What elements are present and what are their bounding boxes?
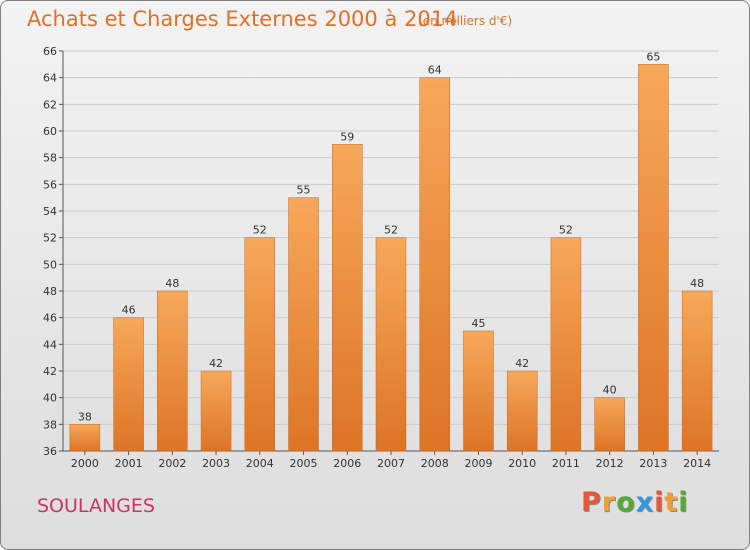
- bar-2002: [157, 290, 188, 452]
- bar-2008: [419, 77, 450, 452]
- value-label-2011: 52: [559, 224, 573, 237]
- x-tick-label-2010: 2010: [508, 457, 536, 470]
- value-label-2003: 42: [209, 357, 223, 370]
- bar-2003: [200, 370, 232, 452]
- bar-2001: [113, 317, 144, 452]
- commune-name: SOULANGES: [37, 495, 155, 517]
- y-tick-label: 40: [43, 392, 57, 405]
- logo-letter: i: [654, 487, 665, 518]
- x-tick-label-2013: 2013: [639, 457, 667, 470]
- x-tick-label-2001: 2001: [115, 457, 143, 470]
- chart-unit: (en milliers d'€): [418, 14, 513, 28]
- value-label-2010: 42: [515, 357, 529, 370]
- bars: [69, 64, 713, 452]
- bar-2010: [506, 370, 538, 452]
- y-tick-label: 46: [43, 312, 57, 325]
- value-label-2007: 52: [384, 224, 398, 237]
- x-tick-label-2000: 2000: [71, 457, 99, 470]
- logo-letter: r: [601, 487, 617, 518]
- x-tick-label-2009: 2009: [464, 457, 492, 470]
- x-tick-label-2012: 2012: [596, 457, 624, 470]
- logo-letter: x: [635, 487, 655, 518]
- x-tick-label-2008: 2008: [421, 457, 449, 470]
- y-tick-label: 66: [43, 45, 57, 58]
- proxiti-logo[interactable]: Proxiti: [581, 487, 689, 518]
- y-tick-label: 48: [43, 285, 57, 298]
- logo-letter: i: [678, 487, 689, 518]
- value-label-2009: 45: [471, 317, 485, 330]
- x-tick-label-2004: 2004: [246, 457, 274, 470]
- bar-2006: [332, 144, 363, 452]
- value-label-2012: 40: [603, 384, 617, 397]
- x-tick-label-2011: 2011: [552, 457, 580, 470]
- bar-2009: [463, 330, 494, 452]
- bar-2013: [638, 64, 669, 452]
- value-label-2004: 52: [253, 224, 267, 237]
- y-tick-label: 62: [43, 98, 57, 111]
- value-label-2008: 64: [428, 64, 442, 77]
- y-tick-label: 58: [43, 152, 57, 165]
- value-label-2013: 65: [646, 50, 660, 63]
- value-label-2006: 59: [340, 130, 354, 143]
- value-label-2005: 55: [297, 184, 311, 197]
- y-tick-label: 64: [43, 72, 57, 85]
- bar-2012: [594, 397, 625, 452]
- y-tick-label: 56: [43, 178, 57, 191]
- value-label-2000: 38: [78, 410, 92, 423]
- bar-2005: [288, 197, 319, 452]
- value-label-2014: 48: [690, 277, 704, 290]
- value-label-2002: 48: [165, 277, 179, 290]
- bar-2007: [375, 237, 407, 452]
- logo-letter: o: [616, 487, 636, 518]
- value-label-2001: 46: [122, 304, 136, 317]
- logo-letter: t: [664, 487, 679, 518]
- x-tick-label-2005: 2005: [290, 457, 318, 470]
- x-tick-label-2006: 2006: [333, 457, 361, 470]
- y-tick-label: 42: [43, 365, 57, 378]
- logo-letter: P: [581, 487, 602, 518]
- y-tick-label: 36: [43, 445, 57, 458]
- x-tick-label-2007: 2007: [377, 457, 405, 470]
- x-tick-label-2002: 2002: [158, 457, 186, 470]
- y-tick-label: 38: [43, 418, 57, 431]
- bar-2011: [550, 237, 582, 452]
- y-tick-label: 54: [43, 205, 57, 218]
- x-tick-label-2014: 2014: [683, 457, 711, 470]
- value-labels: 38 46 48 42 52 55 59 52 64 45 42 52 40 65 48: [78, 50, 704, 423]
- chart-title: Achats et Charges Externes 2000 à 2014: [27, 7, 458, 31]
- y-tick-label: 44: [43, 338, 57, 351]
- bar-2004: [244, 237, 276, 452]
- y-tick-label: 60: [43, 125, 57, 138]
- y-tick-label: 50: [43, 258, 57, 271]
- bar-2000: [69, 424, 101, 452]
- x-tick-label-2003: 2003: [202, 457, 230, 470]
- bar-2014: [681, 290, 713, 452]
- y-tick-label: 52: [43, 232, 57, 245]
